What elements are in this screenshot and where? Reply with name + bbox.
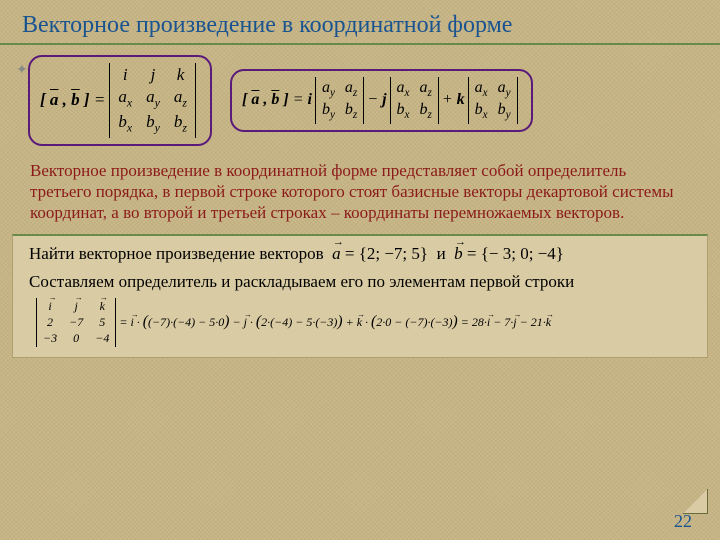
minor-i: ayaz bybz [315,77,364,123]
determinant-3x3-box: [ a , b ] = ijk axayaz bxbybz [28,55,212,146]
task-line-2: Составляем определитель и раскладываем е… [29,272,691,292]
page-number: 22 [674,511,692,532]
calculation-line: ijk 2−75 −30−4 = i · ((−7)·(−4) − 5·0) −… [29,292,691,353]
minor-j: axaz bxbz [390,77,439,123]
task-line: Найти векторное произведение векторов a … [29,244,691,264]
vector-a: a [332,244,341,264]
det-3x3: ijk axayaz bxbybz [109,63,196,138]
task-prefix: Найти векторное произведение векторов [29,244,324,263]
minus-j: − j [367,91,386,109]
formula-row: [ a , b ] = ijk axayaz bxbybz [ a , b ] … [0,45,720,154]
example-block: Найти векторное произведение векторов a … [12,234,708,358]
lhs-bracket-2: [ a , b ] = i [242,91,312,109]
plus-k: + k [442,91,465,109]
vector-b: b [454,244,463,264]
lhs-bracket: [ a , b ] = [40,90,105,110]
description-paragraph: Векторное произведение в координатной фо… [0,154,720,228]
calc-expansion: = i · ((−7)·(−4) − 5·0) − j · (2·(−4) − … [119,313,551,331]
numeric-det: ijk 2−75 −30−4 [36,298,116,347]
page-title: Векторное произведение в координатной фо… [0,0,720,45]
minor-k: axay bxby [468,77,518,123]
task-and: и [437,244,446,263]
crosshair-icon: ✦ [16,62,28,79]
expansion-box: [ a , b ] = i ayaz bybz − j axaz bxbz + … [230,69,533,131]
